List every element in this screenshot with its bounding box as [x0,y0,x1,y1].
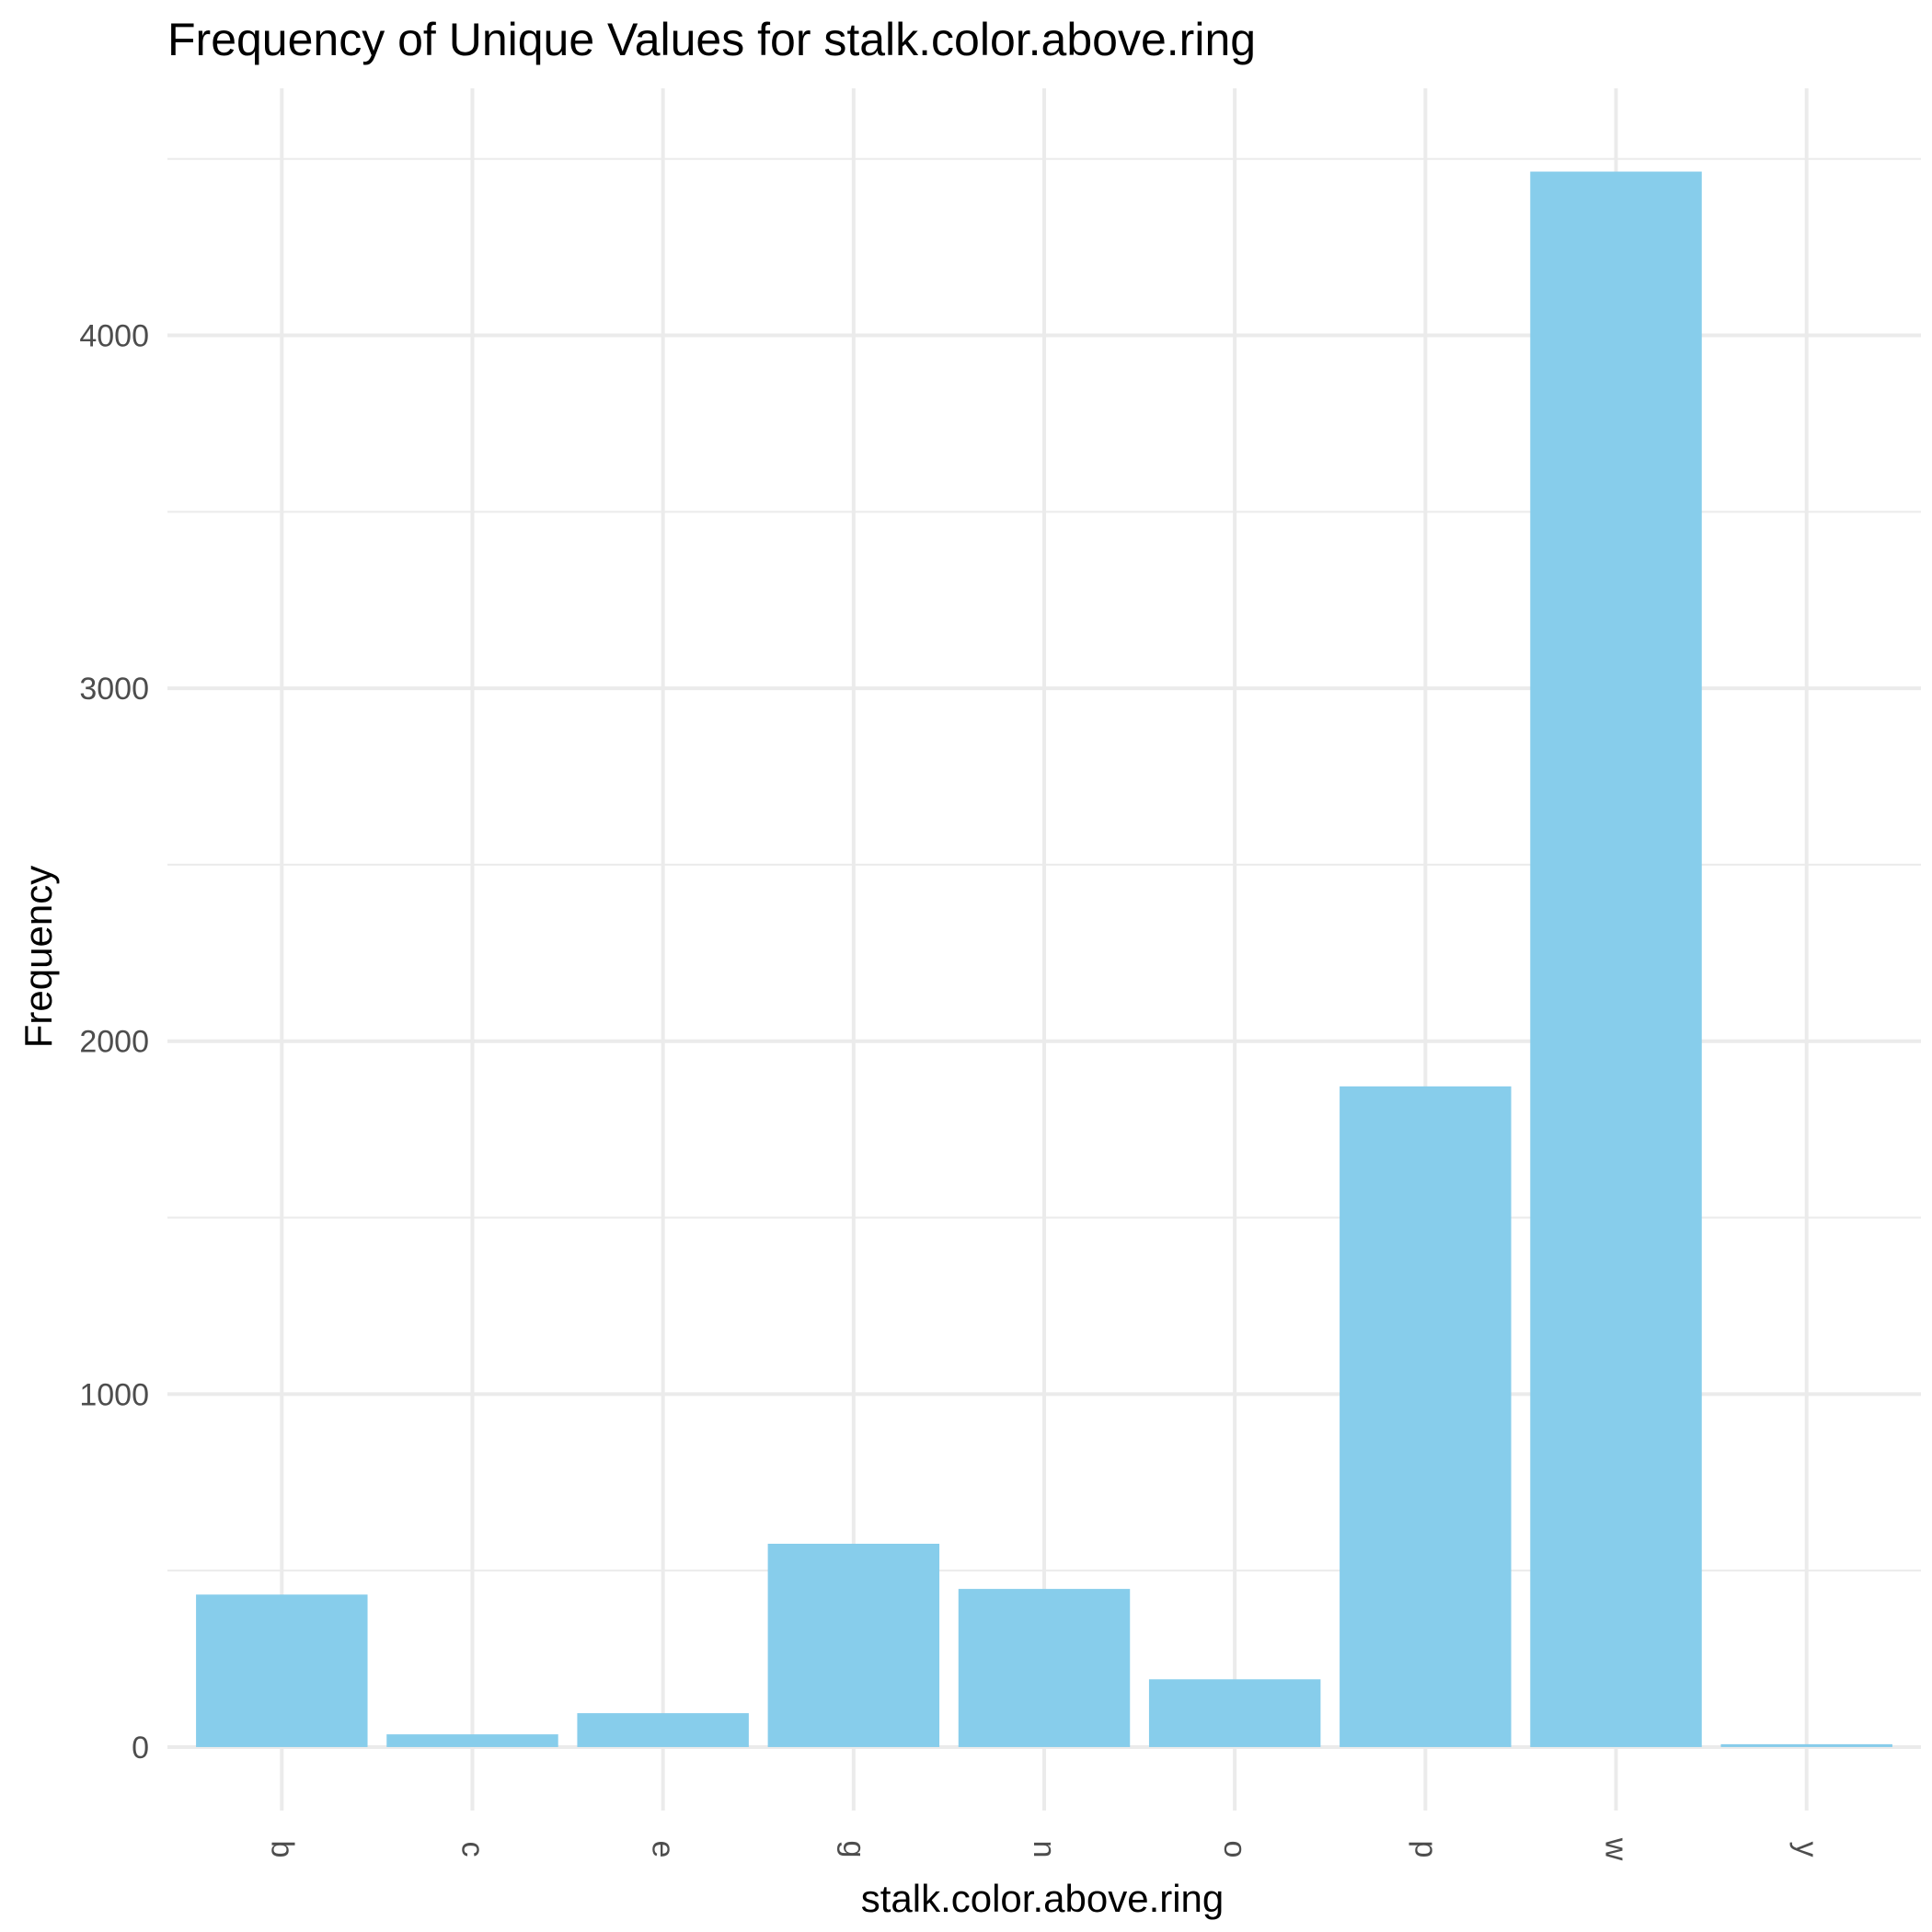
bar-n [958,1589,1131,1747]
x-tick-label-y: y [1789,1842,1824,1857]
bar-b [196,1594,368,1747]
y-axis-title: Frequency [17,866,60,1048]
bar-p [1340,1086,1512,1747]
x-tick-label-b: b [264,1841,299,1858]
x-tick-label-w: w [1599,1837,1634,1861]
bar-c [386,1734,558,1747]
x-tick-label-p: p [1408,1841,1443,1858]
bar-e [577,1713,749,1747]
bar-y [1720,1743,1892,1747]
y-tick-label: 2000 [79,1025,149,1060]
bar-o [1148,1679,1321,1747]
bar-w [1530,171,1702,1747]
x-tick-label-e: e [646,1841,681,1858]
y-tick-label: 4000 [79,319,149,354]
x-axis-title: stalk.color.above.ring [861,1877,1225,1920]
y-tick-label: 3000 [79,672,149,707]
y-tick-label: 0 [132,1731,149,1765]
chart-title: Frequency of Unique Values for stalk.col… [167,14,1256,65]
bar-g [767,1543,940,1747]
bar-layer [196,171,1892,1747]
y-tick-label: 1000 [79,1377,149,1412]
x-tick-label-o: o [1217,1841,1252,1858]
y-tick-labels: 0 1000 2000 3000 4000 [79,319,149,1765]
x-tick-label-c: c [454,1842,489,1857]
x-tick-label-g: g [836,1841,871,1858]
x-tick-label-n: n [1027,1841,1062,1858]
